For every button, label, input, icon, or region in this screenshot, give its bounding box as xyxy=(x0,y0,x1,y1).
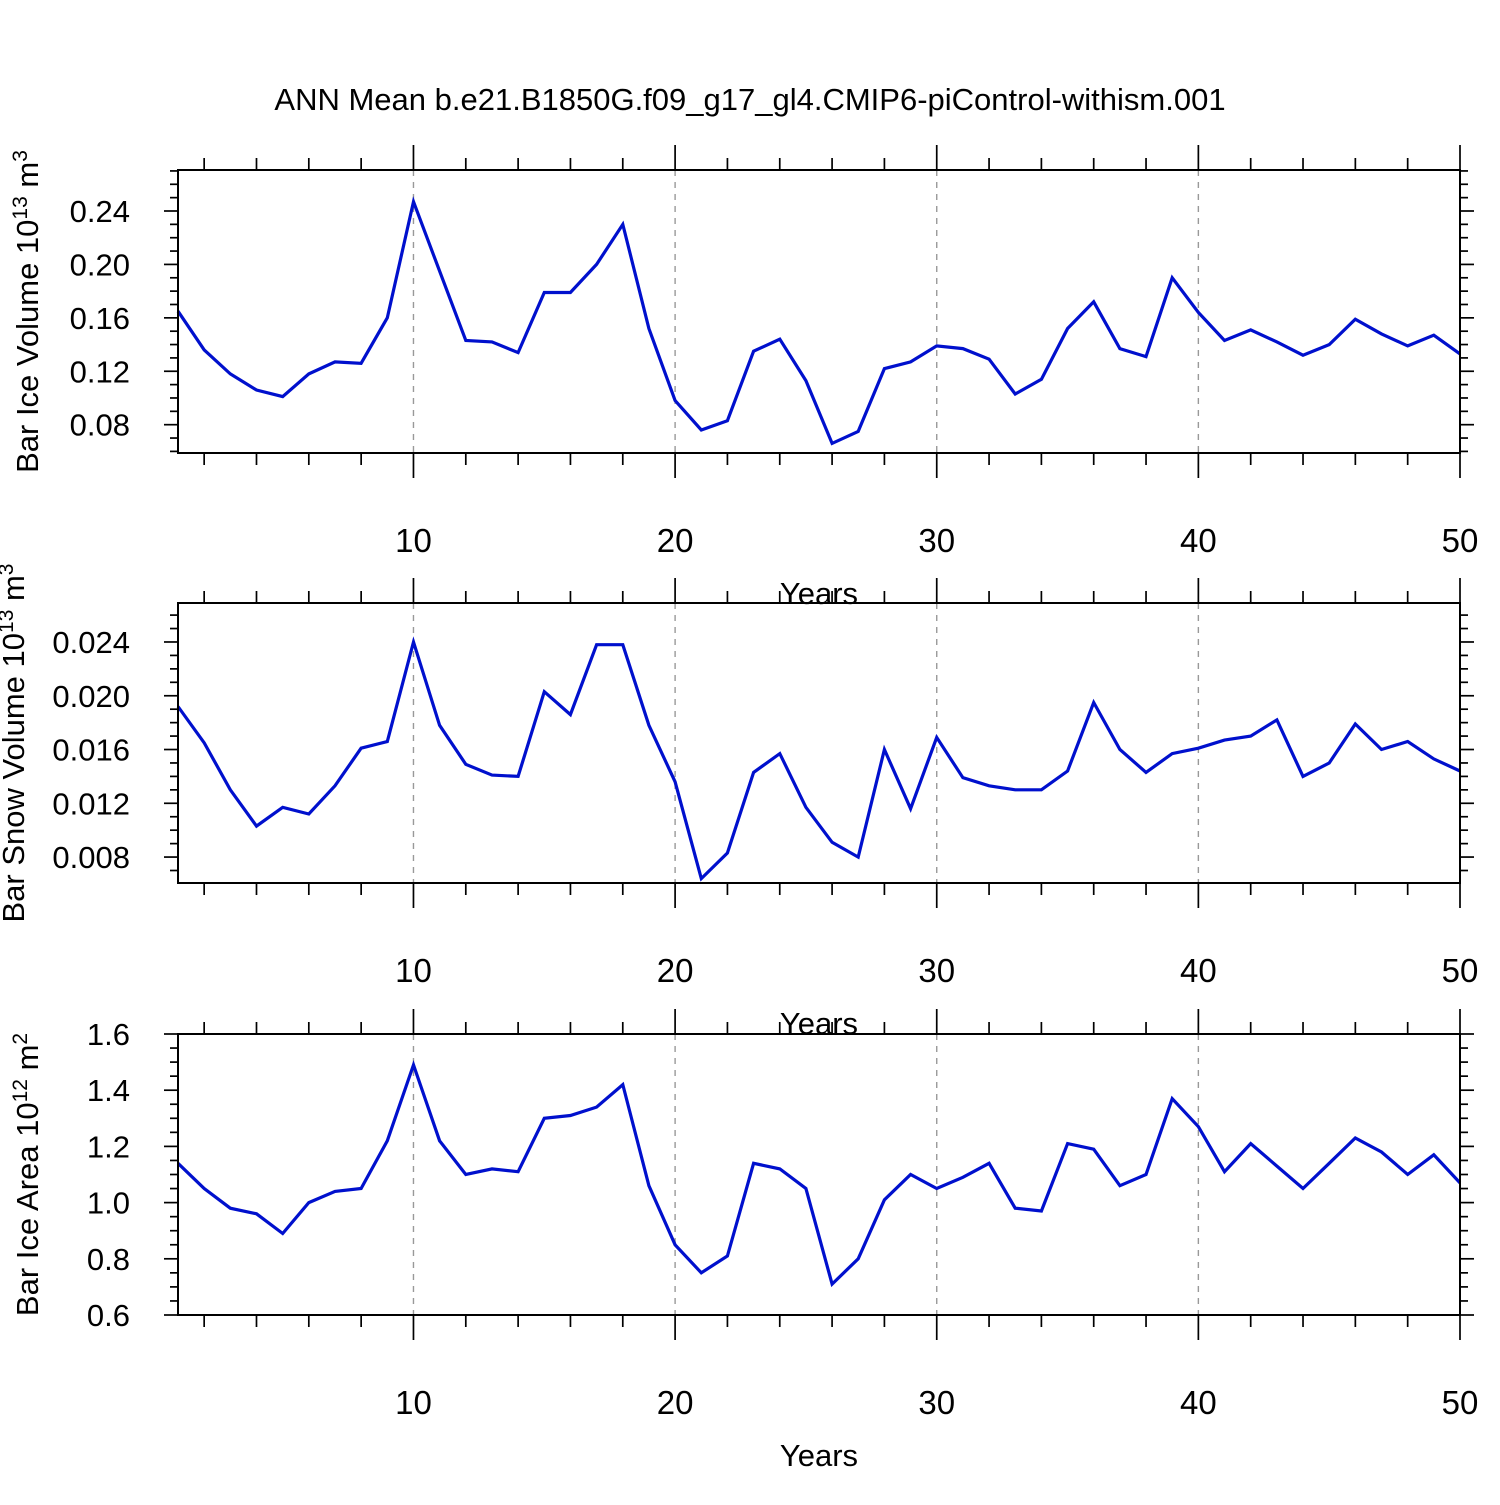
panel-bar-snow-volume: 0.008 0.012 0.016 0.020 0.024 10 20 30 40 50 Years… xyxy=(0,564,1478,1042)
x-tick-label: 30 xyxy=(918,1384,955,1421)
y-axis-title: Bar Ice Volume 1013​ m3​ xyxy=(9,150,45,473)
x-tick-label: 10 xyxy=(395,952,432,989)
y-tick-label: 0.012 xyxy=(52,786,130,821)
bar-ice-area-line xyxy=(176,1059,1462,1288)
x-tick-label: 40 xyxy=(1180,952,1217,989)
y-axis-title: Bar Snow Volume 1013​ m3​ xyxy=(0,564,31,923)
x-axis-title: Years xyxy=(780,1438,858,1473)
axis-ticks xyxy=(164,1009,1474,1340)
y-tick-label: 0.12 xyxy=(70,354,130,389)
x-tick-label: 10 xyxy=(395,1384,432,1421)
y-tick-label: 0.6 xyxy=(87,1298,130,1333)
x-tick-label: 30 xyxy=(918,522,955,559)
y-tick-label: 1.0 xyxy=(87,1186,130,1221)
y-tick-label: 0.20 xyxy=(70,247,130,282)
y-tick-label: 1.6 xyxy=(87,1017,130,1052)
axis-ticks xyxy=(164,145,1474,478)
plot-frame xyxy=(177,169,1461,454)
x-tick-label: 20 xyxy=(657,522,694,559)
bar-ice-volume-line xyxy=(176,196,1461,446)
x-tick-label: 50 xyxy=(1442,522,1479,559)
y-tick-label: 0.016 xyxy=(52,733,130,768)
gridlines xyxy=(412,1034,1200,1315)
bar-snow-volume-line xyxy=(176,636,1461,882)
x-tick-label: 50 xyxy=(1442,1384,1479,1421)
gridlines xyxy=(412,603,1200,883)
y-tick-label: 0.020 xyxy=(52,679,130,714)
x-tick-label: 40 xyxy=(1180,1384,1217,1421)
plot-frame xyxy=(177,602,1461,884)
x-tick-label: 10 xyxy=(395,522,432,559)
y-tick-label: 0.8 xyxy=(87,1242,130,1277)
x-axis-title: Years xyxy=(780,1006,858,1041)
x-tick-label: 40 xyxy=(1180,522,1217,559)
x-tick-label: 50 xyxy=(1442,952,1479,989)
x-axis-title: Years xyxy=(780,576,858,611)
y-tick-label: 1.4 xyxy=(87,1073,130,1108)
y-tick-label: 0.008 xyxy=(52,840,130,875)
panel-bar-ice-volume: 0.08 0.12 0.16 0.20 0.24 10 20 30 40 50 Years Bar I… xyxy=(9,145,1478,611)
y-tick-label: 0.24 xyxy=(70,194,130,229)
axis-ticks xyxy=(164,578,1474,908)
x-tick-label: 20 xyxy=(657,1384,694,1421)
y-tick-label: 1.2 xyxy=(87,1129,130,1164)
page-title: ANN Mean b.e21.B1850G.f09_g17_gl4.CMIP6-… xyxy=(274,82,1226,117)
x-tick-label: 20 xyxy=(657,952,694,989)
gridlines xyxy=(412,170,1200,453)
y-axis-title: Bar Ice Area 1012​ m2​ xyxy=(9,1033,45,1316)
y-tick-label: 0.024 xyxy=(52,625,130,660)
y-tick-label: 0.16 xyxy=(70,301,130,336)
panel-bar-ice-area: 0.6 0.8 1.0 1.2 1.4 1.6 10 20 30 40 50 Years Bar Ice… xyxy=(9,1009,1478,1473)
y-tick-label: 0.08 xyxy=(70,408,130,443)
x-tick-label: 30 xyxy=(918,952,955,989)
